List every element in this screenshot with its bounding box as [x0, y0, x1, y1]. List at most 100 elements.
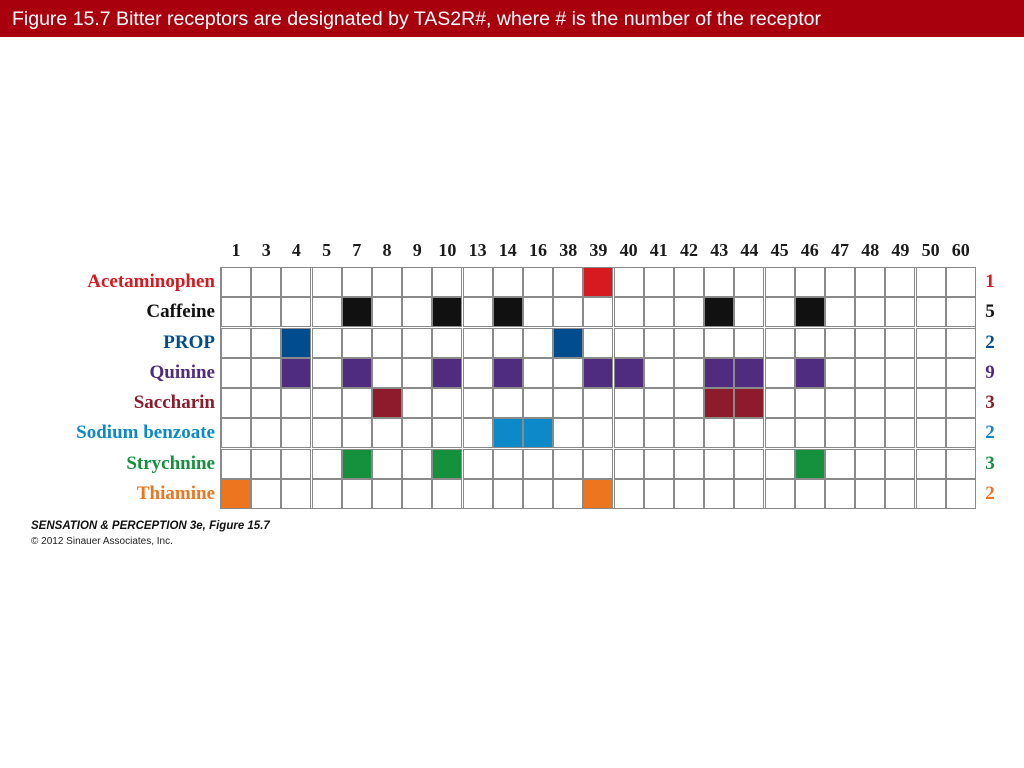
active-cell-caffeine-46	[794, 297, 825, 328]
grid-cell	[523, 327, 553, 358]
grid-cell	[311, 418, 342, 449]
active-cell-quinine-39	[583, 357, 614, 388]
active-cell-sodium-benzoate-14	[492, 418, 523, 449]
grid-cell	[825, 297, 855, 328]
grid-cell	[734, 267, 765, 297]
column-header-38: 38	[559, 240, 578, 260]
column-header-46: 46	[800, 240, 819, 260]
grid-cell	[674, 478, 704, 509]
column-header-13: 13	[468, 240, 487, 260]
grid-cell	[281, 448, 312, 479]
grid-cell	[553, 267, 584, 297]
grid-cell	[523, 388, 553, 418]
row-count-saccharin: 3	[985, 392, 995, 413]
grid-cell	[372, 478, 402, 509]
grid-cell	[462, 327, 493, 358]
grid-cell	[553, 478, 584, 509]
grid-cell	[674, 388, 704, 418]
grid-cell	[734, 418, 765, 449]
grid-cell	[372, 418, 402, 449]
grid-cell	[251, 418, 282, 449]
grid-cell	[643, 418, 674, 449]
grid-cell	[251, 388, 282, 418]
grid-cell	[855, 267, 886, 297]
grid-cell	[945, 327, 976, 358]
grid-cell	[643, 478, 674, 509]
grid-cell	[583, 297, 614, 328]
grid-cell	[855, 448, 886, 479]
grid-cell	[523, 297, 553, 328]
grid-cell	[613, 267, 644, 297]
grid-cell	[523, 267, 553, 297]
grid-cell	[825, 448, 855, 479]
grid-cell	[553, 418, 584, 449]
grid-cell	[704, 327, 735, 358]
grid-cell	[341, 388, 372, 418]
grid-cell	[764, 267, 795, 297]
grid-cell	[311, 297, 342, 328]
grid-cell	[855, 327, 886, 358]
grid-cell	[885, 418, 916, 449]
grid-cell	[885, 267, 916, 297]
row-label-prop: PROP	[163, 331, 215, 353]
grid-cell	[764, 478, 795, 509]
grid-cell	[492, 478, 523, 509]
grid-cell	[492, 448, 523, 479]
grid-cell	[372, 267, 402, 297]
grid-cell	[251, 297, 282, 328]
grid-cell	[281, 418, 312, 449]
active-cell-caffeine-43	[704, 297, 735, 328]
row-count-acetaminophen: 1	[985, 271, 995, 292]
grid-cell	[674, 327, 704, 358]
grid-cell	[583, 418, 614, 449]
grid-cell	[794, 267, 825, 297]
grid-cell	[341, 327, 372, 358]
grid-cell	[915, 478, 946, 509]
grid-cell	[643, 267, 674, 297]
grid-cell	[372, 357, 402, 388]
grid-cell	[432, 267, 463, 297]
grid-cell	[311, 448, 342, 479]
grid-cell	[613, 297, 644, 328]
grid-cell	[915, 327, 946, 358]
grid-cell	[734, 448, 765, 479]
active-cell-strychnine-46	[794, 448, 825, 479]
row-label-caffeine: Caffeine	[146, 301, 215, 323]
row-label-saccharin: Saccharin	[133, 392, 215, 413]
grid-cell	[341, 418, 372, 449]
column-header-49: 49	[891, 240, 910, 260]
grid-cell	[402, 448, 433, 479]
column-header-10: 10	[438, 240, 457, 260]
grid-cell	[221, 418, 251, 449]
grid-cell	[281, 478, 312, 509]
column-header-8: 8	[382, 240, 392, 260]
grid-cell	[553, 297, 584, 328]
grid-cell	[825, 388, 855, 418]
row-count-prop: 2	[985, 331, 995, 353]
column-header-60: 60	[951, 240, 970, 260]
grid-cell	[885, 478, 916, 509]
grid-cell	[311, 267, 342, 297]
grid-cell	[462, 418, 493, 449]
figure-caption: SENSATION & PERCEPTION 3e, Figure 15.7	[31, 520, 270, 532]
grid-cell	[794, 478, 825, 509]
grid-cell	[462, 478, 493, 509]
grid-cell	[402, 267, 433, 297]
active-cell-caffeine-7	[341, 297, 372, 328]
grid-cell	[855, 418, 886, 449]
active-cell-thiamine-39	[583, 478, 614, 509]
grid-cell	[945, 357, 976, 388]
grid-cell	[462, 448, 493, 479]
grid-cell	[341, 478, 372, 509]
active-cell-quinine-4	[281, 357, 312, 388]
grid-cell	[945, 267, 976, 297]
grid-cell	[643, 297, 674, 328]
grid-cell	[794, 388, 825, 418]
column-header-44: 44	[740, 240, 759, 260]
grid-cell	[674, 267, 704, 297]
grid-cell	[915, 418, 946, 449]
grid-cell	[794, 327, 825, 358]
active-cell-thiamine-1	[221, 478, 251, 509]
grid-cell	[402, 478, 433, 509]
